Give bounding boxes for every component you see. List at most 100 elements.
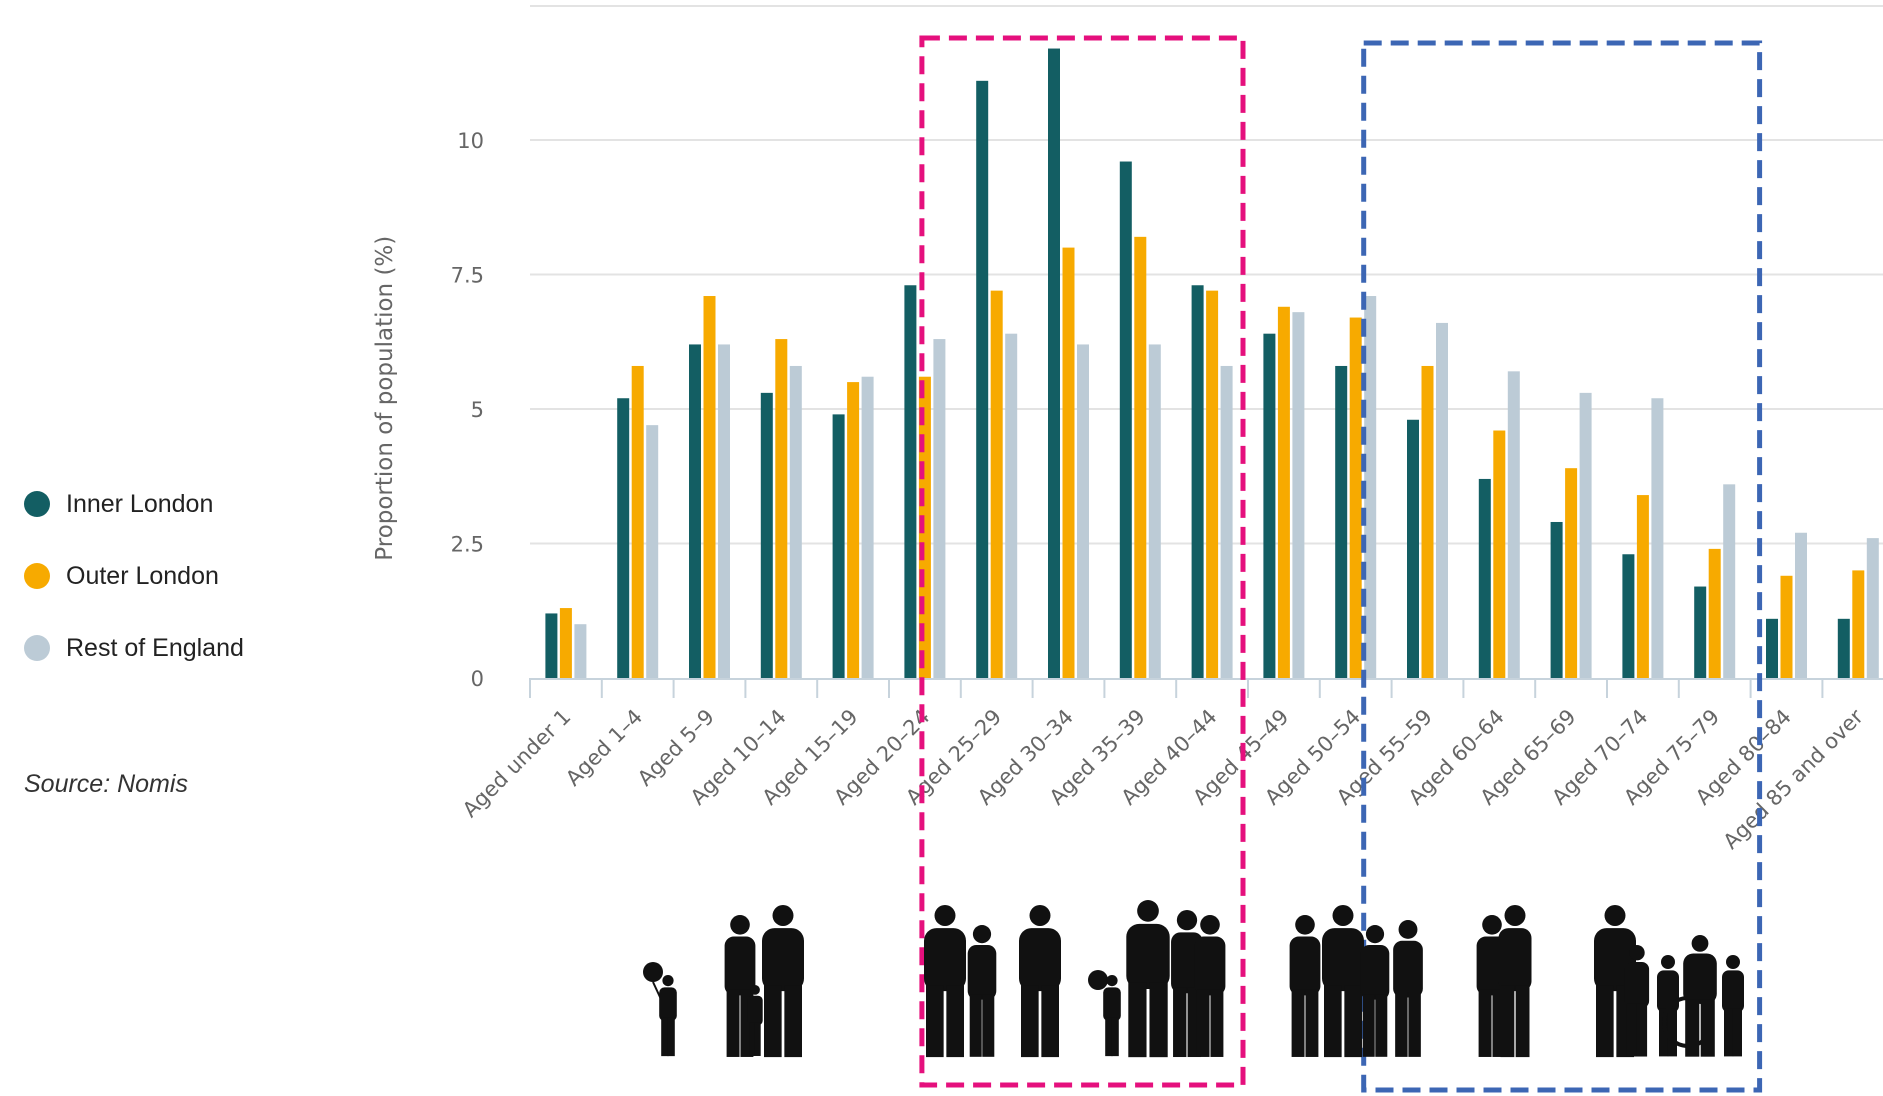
bar-inner-london bbox=[1191, 285, 1204, 678]
silhouette-leg bbox=[1478, 989, 1492, 1057]
silhouette-head bbox=[1504, 905, 1526, 926]
bar-rest-of-england bbox=[1220, 365, 1233, 678]
silhouette-torso bbox=[1393, 940, 1423, 998]
balloon-icon bbox=[1088, 970, 1108, 990]
bar-inner-london bbox=[1622, 554, 1635, 678]
silhouette-leg bbox=[1344, 985, 1362, 1058]
bar-inner-london bbox=[1766, 618, 1778, 678]
legend-swatch-inner-london bbox=[24, 491, 50, 517]
silhouette-head bbox=[1398, 920, 1418, 939]
silhouette-child bbox=[1103, 975, 1121, 1057]
bar-inner-london bbox=[1335, 365, 1348, 678]
silhouette-leg bbox=[1173, 987, 1187, 1058]
bar-inner-london bbox=[1550, 521, 1563, 678]
legend-swatch-rest-of-england bbox=[24, 635, 50, 661]
silhouette-leg bbox=[1291, 989, 1305, 1057]
bar-rest-of-england bbox=[1866, 538, 1879, 678]
silhouette-leg bbox=[1362, 994, 1375, 1057]
silhouette-leg bbox=[1515, 985, 1530, 1058]
silhouette-adult bbox=[1360, 925, 1390, 1057]
silhouette-head bbox=[1332, 905, 1354, 926]
silhouette-leg bbox=[1021, 985, 1039, 1058]
legend-label: Inner London bbox=[66, 489, 214, 518]
bar-outer-london bbox=[1780, 575, 1793, 678]
silhouette-torso bbox=[1498, 928, 1532, 992]
bar-inner-london bbox=[832, 414, 845, 678]
y-tick-label: 10 bbox=[457, 129, 484, 153]
silhouette-adult bbox=[1289, 915, 1321, 1057]
highlight-box-pink bbox=[919, 35, 1246, 1088]
silhouette-leg bbox=[1375, 994, 1388, 1057]
silhouette-torso bbox=[924, 928, 966, 992]
silhouette-leg bbox=[1667, 1008, 1677, 1057]
silhouette-adult bbox=[762, 905, 804, 1058]
silhouette-adult bbox=[967, 925, 997, 1057]
x-tick-label: Aged 85 and over bbox=[1719, 704, 1868, 853]
bar-inner-london bbox=[1119, 161, 1132, 678]
silhouette-adult bbox=[1624, 945, 1650, 1057]
bar-outer-london bbox=[1636, 495, 1649, 678]
silhouette-torso bbox=[659, 987, 677, 1021]
silhouette-head bbox=[934, 905, 956, 926]
legend-item-inner-london: Inner London bbox=[24, 490, 244, 518]
bar-inner-london bbox=[1837, 618, 1850, 678]
bar-inner-london bbox=[904, 285, 917, 678]
silhouette-head bbox=[1482, 915, 1502, 935]
silhouette-torso bbox=[967, 945, 997, 1000]
silhouette-child bbox=[747, 985, 763, 1056]
silhouette-head bbox=[1726, 955, 1740, 969]
silhouette-leg bbox=[969, 994, 982, 1057]
bar-inner-london bbox=[689, 344, 701, 678]
silhouette-torso bbox=[1624, 961, 1650, 1009]
silhouette-leg bbox=[1196, 989, 1210, 1057]
bar-rest-of-england bbox=[1364, 296, 1377, 678]
bar-outer-london bbox=[1565, 468, 1578, 678]
legend-label: Outer London bbox=[66, 561, 219, 590]
silhouette-head bbox=[1661, 955, 1675, 969]
silhouette-head bbox=[662, 975, 674, 987]
silhouette-head bbox=[972, 925, 992, 944]
silhouette-leg bbox=[1111, 1017, 1119, 1057]
silhouette-head bbox=[1629, 945, 1645, 961]
silhouette-torso bbox=[1126, 923, 1170, 989]
silhouette-head bbox=[1176, 910, 1198, 931]
silhouette-leg bbox=[1500, 985, 1515, 1058]
bar-rest-of-england bbox=[789, 365, 802, 678]
silhouette-leg bbox=[1149, 982, 1168, 1058]
silhouette-leg bbox=[1324, 985, 1342, 1058]
silhouette-adult bbox=[924, 905, 966, 1058]
silhouette-adult bbox=[1722, 955, 1744, 1057]
y-tick-label: 5 bbox=[471, 398, 484, 422]
x-tick-label: Aged 1–4 bbox=[561, 705, 647, 791]
silhouette-head bbox=[1106, 975, 1118, 987]
silhouette-leg bbox=[982, 994, 995, 1057]
legend-label: Rest of England bbox=[66, 633, 244, 662]
bar-outer-london bbox=[703, 296, 716, 678]
silhouette-leg bbox=[1408, 992, 1421, 1057]
silhouette-leg bbox=[1724, 1008, 1734, 1057]
people-silhouettes bbox=[643, 900, 1744, 1058]
bar-outer-london bbox=[631, 365, 644, 678]
bar-rest-of-england bbox=[1436, 322, 1448, 678]
silhouette-leg bbox=[726, 989, 740, 1057]
silhouette-torso bbox=[1103, 987, 1121, 1021]
silhouette-leg bbox=[1700, 999, 1715, 1057]
bar-inner-london bbox=[545, 613, 558, 678]
bar-outer-london bbox=[1062, 247, 1075, 678]
silhouette-adult bbox=[1322, 905, 1364, 1058]
silhouette-torso bbox=[724, 936, 756, 996]
silhouette-leg bbox=[784, 985, 802, 1058]
x-tick-label: Aged under 1 bbox=[458, 705, 576, 823]
bar-outer-london bbox=[1421, 365, 1434, 678]
silhouette-head bbox=[1604, 905, 1626, 926]
silhouette-head bbox=[1691, 935, 1709, 952]
silhouette-head bbox=[1029, 905, 1051, 926]
bar-rest-of-england bbox=[1507, 371, 1520, 678]
bars bbox=[545, 48, 1879, 679]
silhouette-leg bbox=[946, 985, 964, 1058]
bar-outer-london bbox=[847, 382, 860, 678]
silhouette-leg bbox=[926, 985, 944, 1058]
bar-rest-of-england bbox=[933, 339, 946, 678]
silhouette-head bbox=[1200, 915, 1220, 935]
silhouette-head bbox=[1365, 925, 1385, 944]
